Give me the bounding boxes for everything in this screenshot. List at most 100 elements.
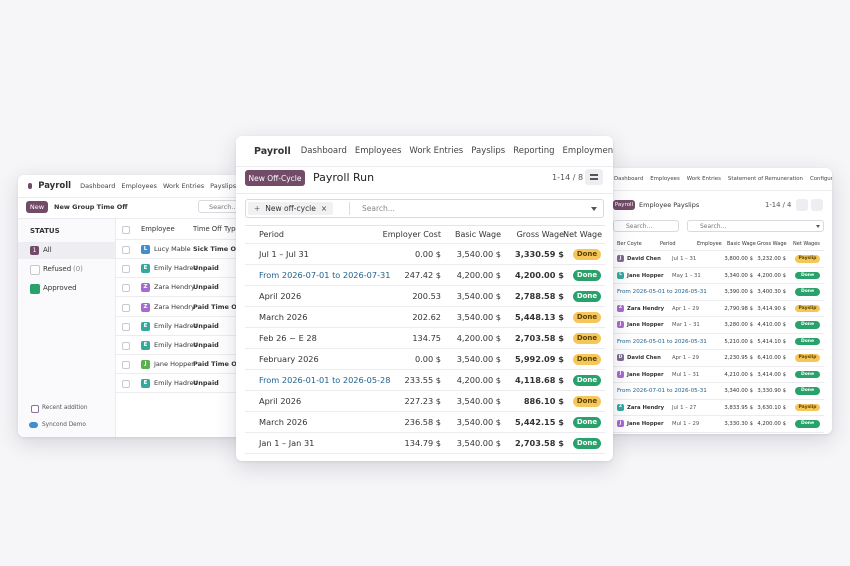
table-row[interactable]: J Jane Hopper Mar 1 – 31 3,280.00 $ 4,410.00… [613, 317, 824, 334]
table-row[interactable]: February 2026 0.00 $ 3,540.00 $ 5,992.09 $ D… [245, 349, 605, 370]
nav-item[interactable]: Dashboard [80, 182, 116, 190]
table-row[interactable]: J Jane Hopper Mul 1 – 31 4,210.00 $ 3,414.00… [613, 367, 824, 383]
company-icon [29, 422, 38, 428]
column-header[interactable]: Net Wage [563, 230, 602, 239]
column-header[interactable]: Gross Wage [516, 230, 564, 239]
column-header[interactable]: Net Wages [793, 241, 820, 247]
table-row[interactable]: E Emily Hadree Unpaid [116, 259, 246, 279]
time-off-type: Unpaid [193, 283, 219, 292]
search-left[interactable]: Search... [613, 220, 679, 232]
table-row[interactable]: Jan 1 – Jan 31 134.79 $ 3,540.00 $ 2,703.58… [245, 433, 605, 454]
nav-item[interactable]: Reporting [513, 146, 555, 156]
dropdown-caret[interactable] [591, 207, 597, 211]
table-row[interactable]: J Jane Hopper Paid Time Off [116, 355, 246, 375]
search-bar[interactable]: + New off-cycle × Search... [245, 199, 604, 218]
company-name[interactable]: Syncond Demo [42, 422, 86, 428]
nav-item[interactable]: Employees [354, 146, 402, 156]
nav-item[interactable]: Dashboard [300, 146, 347, 156]
table-row[interactable]: Feb 26 ~ E 28 134.75 4,200.00 $ 2,703.58 $ D… [245, 328, 605, 349]
table-row[interactable]: Z Zara Hendry Apr 1 – 29 2,790.98 $ 3,414.90… [613, 301, 824, 317]
nav-item[interactable]: Payslips [471, 146, 506, 156]
nav-item[interactable]: Dashboard [614, 176, 644, 182]
column-header[interactable]: Employee [141, 225, 175, 233]
employee-name: Zara Hendry [154, 283, 195, 292]
table-row[interactable]: E Emily Hadree Unpaid [116, 317, 246, 336]
dropdown-caret[interactable] [816, 225, 820, 228]
search-right[interactable]: Search... [687, 220, 824, 232]
nav-item[interactable]: Employment [562, 146, 613, 156]
gross-wage: 6,410.00 $ [757, 355, 786, 361]
camera-button[interactable] [796, 199, 808, 211]
search-input[interactable]: Search... [349, 202, 395, 215]
employee-name: Zara Hendry [627, 305, 665, 312]
nav-item[interactable]: Payslips [210, 182, 237, 190]
nav-item[interactable]: Configuration [809, 176, 832, 182]
column-header[interactable]: Gross Wage [757, 241, 787, 247]
avatar: Z [141, 302, 150, 312]
facet-remove[interactable]: × [320, 204, 328, 213]
table-row[interactable]: E Emily Hadree Unpaid [116, 336, 246, 355]
table-row[interactable]: March 2026 202.62 3,540.00 $ 5,448.13 $ Done [245, 307, 605, 328]
table-row[interactable]: March 2026 236.58 $ 3,540.00 $ 5,442.15 $ Do… [245, 412, 605, 433]
status-badge: Done [795, 420, 820, 428]
more-button[interactable] [811, 199, 823, 211]
new-group-button[interactable]: New Group Time Off [54, 203, 128, 211]
top-nav: Payroll Dashboard Employees Work Entries Pay… [18, 175, 246, 198]
nav-item[interactable]: Work Entries [409, 146, 464, 156]
employee-name: Emily Hadree [154, 321, 198, 330]
nav-item[interactable]: Employees [121, 182, 157, 190]
gross-wage: 5,992.09 $ [515, 354, 564, 364]
table-row[interactable]: From 2026-07-01 to 2026-05-31 3,340.00 $ 3… [613, 383, 824, 400]
new-off-cycle-button[interactable]: New Off-Cycle [245, 170, 305, 186]
status-badge: Done [573, 291, 601, 302]
table-row[interactable]: J David Chen Jul 1 – 31 3,800.00 $ 3,232.00 … [613, 251, 824, 268]
nav-item[interactable]: Employees [650, 176, 680, 182]
table-row[interactable]: J Jane Hopper Mul 1 – 29 3,330.30 $ 4,200.00… [613, 416, 824, 433]
row-line [613, 382, 824, 383]
table-row[interactable]: Z Zara Hendry Jul 1 – 27 3,833.95 $ 3,630.10… [613, 400, 824, 416]
column-header[interactable]: Time Off Type [193, 225, 240, 233]
basic-wage: 3,540.00 $ [456, 396, 501, 406]
column-header[interactable]: Basic Wage [727, 241, 756, 247]
table-row[interactable]: L Lucy Mable Sick Time Off [116, 240, 246, 259]
nav-item[interactable]: Statement of Remuneration [727, 176, 803, 182]
app-name[interactable]: Payroll [38, 181, 72, 191]
table-row[interactable]: From 2026-05-01 to 2026-05-31 5,210.00 $ 5… [613, 334, 824, 350]
filter-item[interactable]: 1 All [18, 242, 115, 259]
column-header[interactable]: Employer Cost [382, 230, 441, 239]
table-row[interactable]: April 2026 227.23 $ 3,540.00 $ 886.10 $ Done [245, 391, 605, 412]
table-row[interactable]: L Jane Hopper May 1 – 31 3,340.00 $ 4,200.00… [613, 268, 824, 284]
table-row[interactable]: D David Chen Apr 1 – 29 2,230.95 $ 6,410.00 … [613, 350, 824, 367]
column-header[interactable]: Employee [697, 241, 722, 247]
column-header[interactable]: Basic Wage [454, 230, 501, 239]
period: From 2026-05-01 to 2026-05-31 [617, 338, 707, 345]
filter-item[interactable]: Approved [18, 280, 115, 297]
filter-count: (0) [73, 265, 83, 273]
table-row[interactable]: Jul 1 – Jul 31 0.00 $ 3,540.00 $ 3,330.59 $… [245, 244, 605, 265]
recent-addition[interactable]: Recent addition [42, 405, 88, 411]
search-input[interactable]: Search... [198, 200, 246, 213]
table-row[interactable]: Z Zara Hendry Unpaid [116, 278, 246, 298]
nav-item[interactable]: Work Entries [162, 182, 205, 190]
table-row[interactable]: From 2026-05-01 to 2026-05-31 3,390.00 $ 3… [613, 284, 824, 301]
time-off-type: Unpaid [193, 321, 219, 330]
table-row[interactable]: E Emily Hadree Unpaid [116, 374, 246, 394]
column-header[interactable]: Period [259, 230, 284, 239]
row-line [116, 373, 246, 375]
row-checkbox [122, 361, 130, 370]
table-row[interactable]: Z Zara Hendry Paid Time Off [116, 298, 246, 317]
employee-name: Jane Hopper [627, 322, 664, 328]
column-header[interactable]: Ber Coyte [617, 241, 642, 247]
new-button[interactable]: New [26, 201, 48, 213]
filter-item[interactable]: Refused (0) [18, 261, 115, 278]
table-row[interactable]: From 2026-07-01 to 2026-07-31 247.42 $ 4,2… [245, 265, 605, 286]
view-toggle[interactable] [585, 169, 603, 185]
nav-item[interactable]: Work Entries [686, 176, 721, 182]
table-row[interactable]: April 2026 200.53 3,540.00 $ 2,788.58 $ Done [245, 286, 605, 307]
column-header[interactable]: Period [660, 241, 676, 247]
gross-wage: 4,410.00 $ [757, 322, 786, 328]
payroll-button[interactable]: Payroll [613, 200, 635, 210]
table-row[interactable]: From 2026-01-01 to 2026-05-28 233.55 $ 4,2… [245, 370, 605, 391]
divider [18, 218, 246, 219]
app-name[interactable]: Payroll [254, 145, 291, 157]
